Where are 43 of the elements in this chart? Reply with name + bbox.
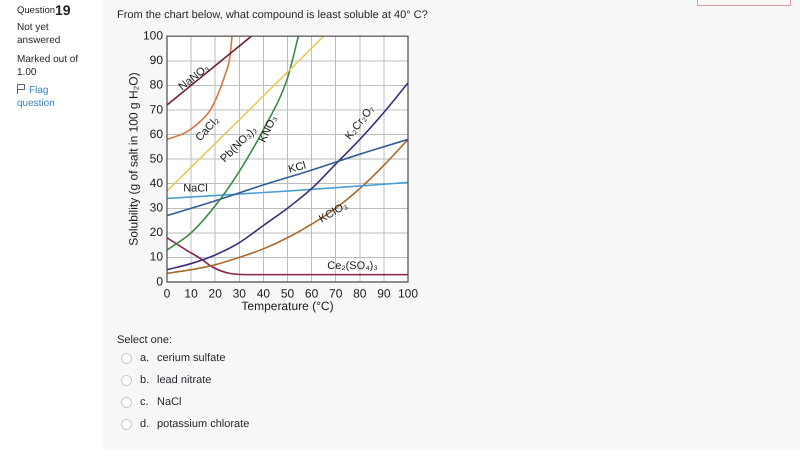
y-tick-label: 40 xyxy=(150,176,164,190)
y-tick-label: 80 xyxy=(150,78,164,92)
text: KClO₃ xyxy=(316,200,350,226)
y-tick-label: 70 xyxy=(150,102,164,116)
text: b. xyxy=(140,374,150,386)
text: Question xyxy=(17,5,56,16)
series-label: Ce₂(SO₄)₃ xyxy=(327,260,378,272)
line-series xyxy=(167,236,408,276)
series-label: NaCl xyxy=(183,182,208,195)
text: cerium sulfate xyxy=(157,352,226,364)
y-tick-label: 30 xyxy=(150,200,164,215)
x-axis-title: Temperature (°C) xyxy=(241,299,334,314)
text: KCl xyxy=(287,160,308,176)
text: lead nitrate xyxy=(157,374,212,386)
text: c. xyxy=(140,396,149,408)
x-tick-label: 30 xyxy=(232,286,246,301)
text: Not yet answered xyxy=(17,22,60,46)
text: 19 xyxy=(55,2,71,18)
x-tick-label: 10 xyxy=(184,286,198,301)
y-tick-label: 20 xyxy=(150,225,164,240)
y-tick-label: 60 xyxy=(150,126,164,141)
text: a. xyxy=(140,352,150,364)
text: potassium chlorate xyxy=(157,418,250,430)
x-tick-label: 40 xyxy=(256,286,270,301)
y-tick-label: 100 xyxy=(142,28,164,43)
x-tick-label: 70 xyxy=(329,286,343,301)
x-tick-label: 90 xyxy=(377,286,391,301)
x-tick-label: 80 xyxy=(353,286,367,301)
x-tick-label: 20 xyxy=(208,286,222,301)
x-tick-label: 50 xyxy=(280,286,294,301)
y-tick-label: 50 xyxy=(150,151,164,166)
text: NaCl xyxy=(157,396,182,408)
x-tick-label: 60 xyxy=(304,286,319,301)
text: Marked out of 1.00 xyxy=(17,54,78,78)
y-tick-label: 90 xyxy=(150,53,164,68)
y-tick-label: 0 xyxy=(156,274,164,288)
y-axis-title: Solubility (g of salt in 100 g H₂O) xyxy=(126,72,141,246)
y-tick-label: 10 xyxy=(150,250,164,264)
text: Select one: xyxy=(117,334,172,346)
text: Flag question xyxy=(17,85,55,109)
x-tick-label: 100 xyxy=(398,286,418,301)
chart-title: From the chart below, what compound is least soluble at 40° C? xyxy=(117,9,428,21)
text: d. xyxy=(140,418,150,430)
